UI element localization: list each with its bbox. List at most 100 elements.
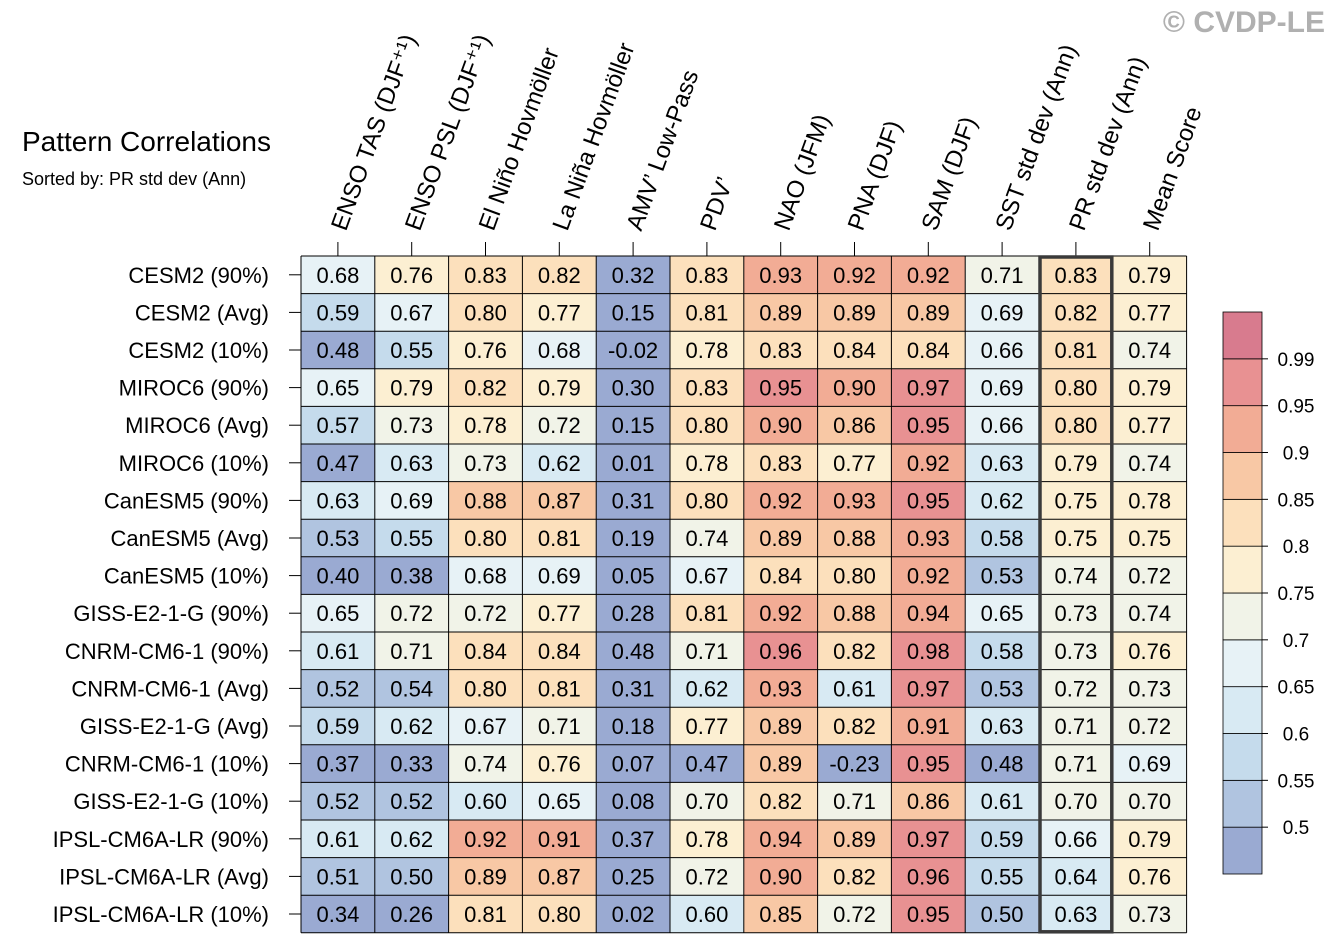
- heatmap-cell: [596, 744, 670, 783]
- heatmap-cell: [743, 256, 818, 294]
- heatmap-cell: [522, 481, 597, 520]
- cell-value: 0.81: [685, 300, 728, 325]
- cell-value: 0.76: [538, 752, 581, 777]
- heatmap-cell: [522, 782, 597, 820]
- heatmap-cell: [1112, 368, 1187, 407]
- heatmap-cell: [1112, 707, 1187, 745]
- heatmap-cell: [374, 744, 449, 783]
- cell-value: 0.80: [464, 300, 507, 325]
- heatmap-cell: [670, 594, 744, 632]
- cell-value: 0.95: [907, 413, 950, 438]
- cell-value: 0.68: [538, 338, 581, 363]
- heatmap-cell: [891, 707, 966, 745]
- heatmap-cell: [891, 632, 966, 670]
- cell-value: 0.73: [1054, 601, 1097, 626]
- column-label: PDV’: [695, 173, 739, 234]
- cell-value: 0.84: [907, 338, 950, 363]
- heatmap-cell: [522, 444, 597, 482]
- cell-value: 0.07: [612, 752, 655, 777]
- heatmap-cell: [448, 556, 523, 595]
- heatmap-cell: [743, 820, 818, 858]
- cell-value: 0.77: [1128, 413, 1171, 438]
- cell-value: 0.80: [464, 676, 507, 701]
- heatmap-cell: [670, 481, 744, 520]
- chart-subtitle: Sorted by: PR std dev (Ann): [22, 169, 247, 189]
- colorbar-segment: [1222, 452, 1263, 500]
- cell-value: 0.82: [464, 376, 507, 401]
- row-label: CESM2 (10%): [128, 338, 269, 363]
- heatmap-cell: [301, 820, 375, 858]
- heatmap-cell: [596, 895, 670, 933]
- cell-value: 0.79: [1054, 451, 1097, 476]
- cell-value: 0.78: [464, 413, 507, 438]
- colorbar-tick-label: 0.7: [1283, 631, 1309, 652]
- heatmap-cell: [743, 782, 818, 820]
- cell-value: 0.55: [981, 864, 1024, 889]
- heatmap-cell: [596, 782, 670, 820]
- cell-value: 0.92: [907, 263, 950, 288]
- heatmap-cell: [670, 744, 744, 783]
- heatmap-cell: [965, 594, 1039, 632]
- cell-value: 0.93: [759, 263, 802, 288]
- cell-value: 0.53: [981, 564, 1024, 589]
- heatmap-cell: [522, 368, 597, 407]
- column-label: SST std dev (Ann): [990, 41, 1082, 234]
- heatmap-cell: [522, 707, 597, 745]
- cell-value: 0.76: [1128, 864, 1171, 889]
- heatmap-cell: [374, 256, 449, 294]
- cell-value: 0.61: [316, 639, 359, 664]
- heatmap-cell: [1039, 632, 1113, 670]
- cell-value: 0.55: [390, 526, 433, 551]
- heatmap-cell: [522, 669, 597, 708]
- heatmap-cell: [522, 331, 597, 369]
- cell-value: 0.94: [907, 601, 950, 626]
- cell-value: 0.74: [1128, 451, 1171, 476]
- heatmap-cell: [596, 444, 670, 482]
- cell-value: 0.88: [833, 601, 876, 626]
- cell-value: 0.95: [907, 902, 950, 927]
- cell-value: 0.85: [759, 902, 802, 927]
- heatmap-cell: [1039, 406, 1113, 444]
- cell-value: 0.73: [1054, 639, 1097, 664]
- row-label: IPSL-CM6A-LR (90%): [53, 827, 269, 852]
- heatmap-cell: [301, 519, 375, 557]
- cell-value: 0.72: [1128, 714, 1171, 739]
- cell-value: 0.80: [685, 488, 728, 513]
- cell-value: 0.89: [833, 300, 876, 325]
- cell-value: 0.19: [612, 526, 655, 551]
- cell-value: 0.80: [464, 526, 507, 551]
- heatmap-cell: [1112, 782, 1187, 820]
- heatmap-cell: [965, 632, 1039, 670]
- cell-value: 0.71: [390, 639, 433, 664]
- cell-value: 0.98: [907, 639, 950, 664]
- heatmap-cell: [448, 256, 523, 294]
- cell-value: 0.76: [390, 263, 433, 288]
- heatmap-cell: [817, 406, 892, 444]
- cell-value: 0.77: [685, 714, 728, 739]
- heatmap-cell: [1112, 519, 1187, 557]
- cell-value: 0.80: [1054, 413, 1097, 438]
- cell-value: 0.32: [612, 263, 655, 288]
- heatmap-cell: [448, 820, 523, 858]
- heatmap-cell: [670, 293, 744, 332]
- column-label: PNA (DJF): [843, 117, 908, 234]
- cell-value: 0.63: [316, 488, 359, 513]
- heatmap-cell: [301, 406, 375, 444]
- heatmap-cell: [522, 556, 597, 595]
- heatmap-cell: [1039, 594, 1113, 632]
- row-label: CNRM-CM6-1 (10%): [65, 752, 269, 777]
- cell-value: 0.83: [464, 263, 507, 288]
- cell-value: 0.79: [1128, 376, 1171, 401]
- heatmap-cell: [891, 744, 966, 783]
- colorbar-segment: [1222, 405, 1263, 453]
- colorbar-segment: [1222, 639, 1263, 688]
- column-label: NAO (JFM): [769, 111, 836, 234]
- cell-value: 0.71: [685, 639, 728, 664]
- cell-value: 0.87: [538, 864, 581, 889]
- cell-value: 0.71: [1054, 714, 1097, 739]
- heatmap-cell: [670, 256, 744, 294]
- cell-value: -0.02: [608, 338, 658, 363]
- heatmap-cell: [965, 820, 1039, 858]
- cell-value: 0.80: [1054, 376, 1097, 401]
- cell-value: 0.97: [907, 376, 950, 401]
